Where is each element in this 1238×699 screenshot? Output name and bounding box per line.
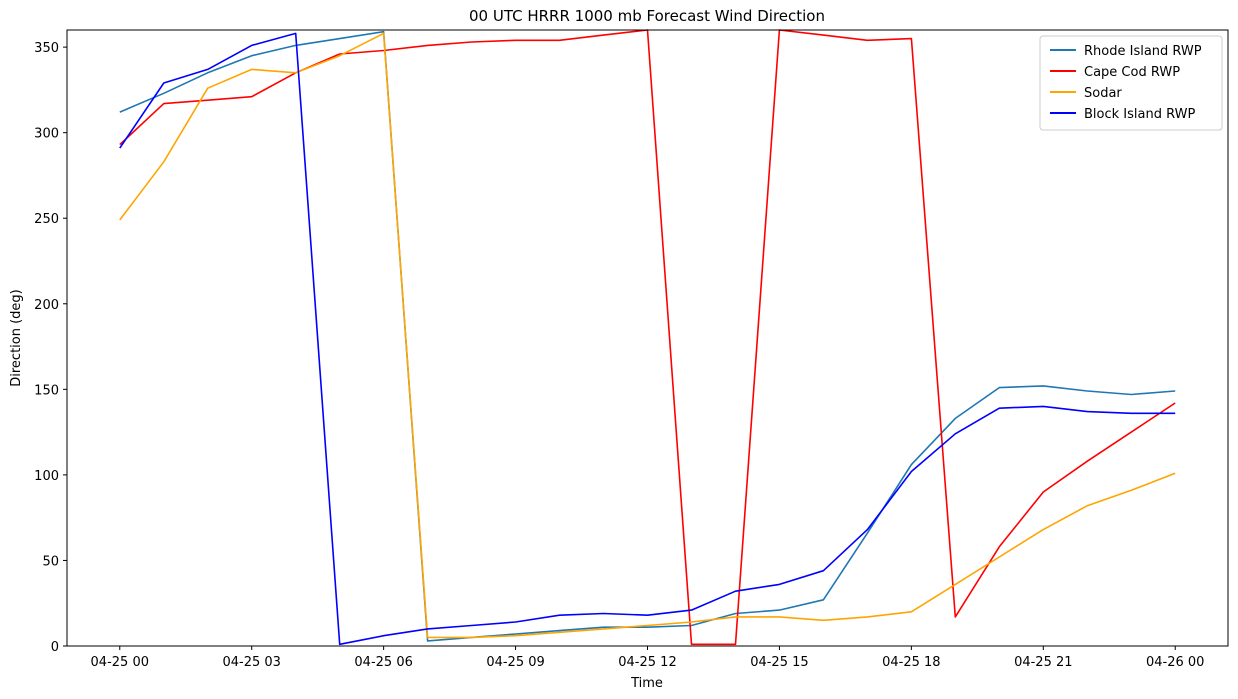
- y-axis: 0 50 100 150 200 250 300 350: [34, 41, 67, 655]
- x-axis: 04-25 00 04-25 03 04-25 06 04-25 09 04-25 12…: [91, 646, 1204, 670]
- y-tick-label: 350: [34, 41, 59, 56]
- x-tick-label: 04-25 06: [354, 655, 412, 670]
- y-axis-label: Direction (deg): [9, 289, 24, 387]
- x-tick-label: 04-25 18: [882, 655, 940, 670]
- series-line-rhode-island-rwp: [119, 30, 1176, 642]
- legend-label: Sodar: [1084, 86, 1122, 101]
- x-tick-label: 04-25 12: [618, 655, 676, 670]
- y-tick-label: 50: [42, 554, 59, 569]
- series-line-sodar: [119, 32, 1176, 639]
- x-tick-label: 04-25 00: [91, 655, 149, 670]
- series-line-block-island-rwp: [119, 32, 1176, 646]
- x-tick-label: 04-26 00: [1146, 655, 1204, 670]
- legend-box: [1039, 35, 1223, 131]
- chart-title: 00 UTC HRRR 1000 mb Forecast Wind Direct…: [469, 7, 825, 25]
- x-tick-label: 04-25 03: [222, 655, 280, 670]
- y-tick-label: 150: [34, 383, 59, 398]
- legend-label: Block Island RWP: [1084, 107, 1195, 122]
- series-line-cape-cod-rwp: [119, 29, 1176, 646]
- x-tick-label: 04-25 21: [1014, 655, 1072, 670]
- legend-label: Rhode Island RWP: [1084, 44, 1202, 59]
- x-axis-label: Time: [630, 676, 663, 691]
- plot-area: [119, 29, 1176, 646]
- y-tick-label: 200: [34, 298, 59, 313]
- x-tick-label: 04-25 15: [750, 655, 808, 670]
- y-tick-label: 250: [34, 212, 59, 227]
- legend-label: Cape Cod RWP: [1084, 65, 1180, 80]
- legend: Rhode Island RWP Cape Cod RWP Sodar Block I…: [1039, 35, 1223, 131]
- x-tick-label: 04-25 09: [486, 655, 544, 670]
- y-tick-label: 0: [51, 640, 59, 655]
- y-tick-label: 100: [34, 469, 59, 484]
- y-tick-label: 300: [34, 127, 59, 142]
